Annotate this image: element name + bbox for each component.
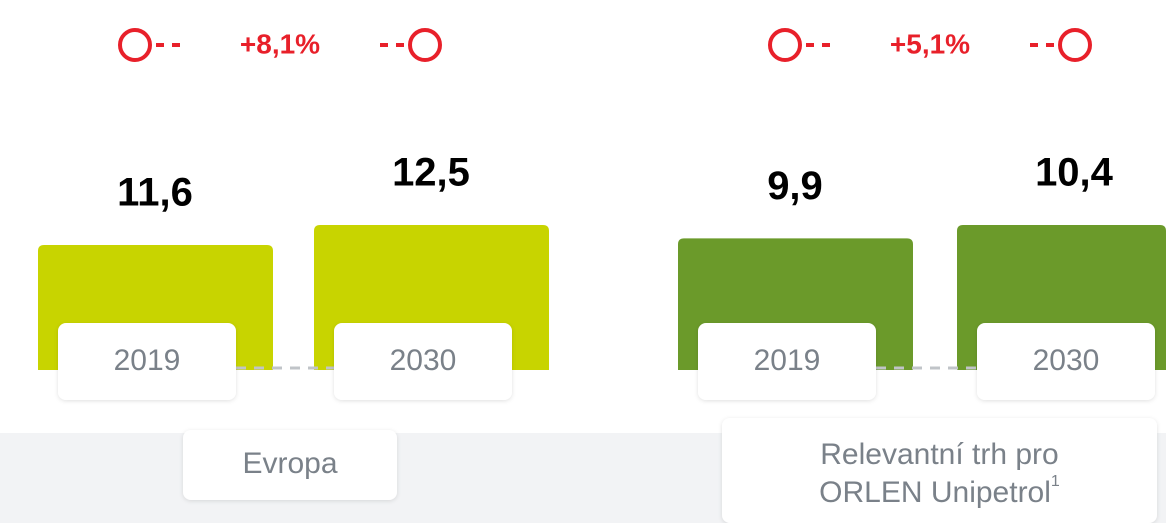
- x-tick-label: 2030: [390, 344, 457, 377]
- growth-label: +8,1%: [240, 28, 320, 59]
- value-label: 11,6: [117, 171, 193, 215]
- value-label: 9,9: [767, 164, 823, 208]
- growth-circle: [1058, 28, 1092, 62]
- year-box: [334, 323, 512, 400]
- growth-label: +5,1%: [890, 28, 970, 59]
- value-label: 12,5: [392, 151, 470, 195]
- group-label: Relevantní trh pro ORLEN Unipetrol1: [819, 438, 1060, 509]
- year-box: [58, 323, 236, 400]
- year-box: [977, 323, 1155, 400]
- group-box: [722, 418, 1157, 523]
- growth-circle: [768, 28, 802, 62]
- growth-circle: [118, 28, 152, 62]
- group-label-line: Relevantní trh pro: [820, 438, 1058, 471]
- value-label: 10,4: [1035, 151, 1114, 195]
- x-tick-label: 2019: [114, 344, 181, 377]
- group-label: Evropa: [242, 447, 337, 480]
- year-box: [698, 323, 876, 400]
- x-tick-label: 2019: [754, 344, 821, 377]
- group-label-line: ORLEN Unipetrol: [819, 476, 1051, 509]
- group-label-line: Evropa: [242, 447, 337, 480]
- growth-circle: [408, 28, 442, 62]
- group-box: [183, 430, 397, 500]
- footnote-mark: 1: [1051, 473, 1060, 490]
- x-tick-label: 2030: [1033, 344, 1100, 377]
